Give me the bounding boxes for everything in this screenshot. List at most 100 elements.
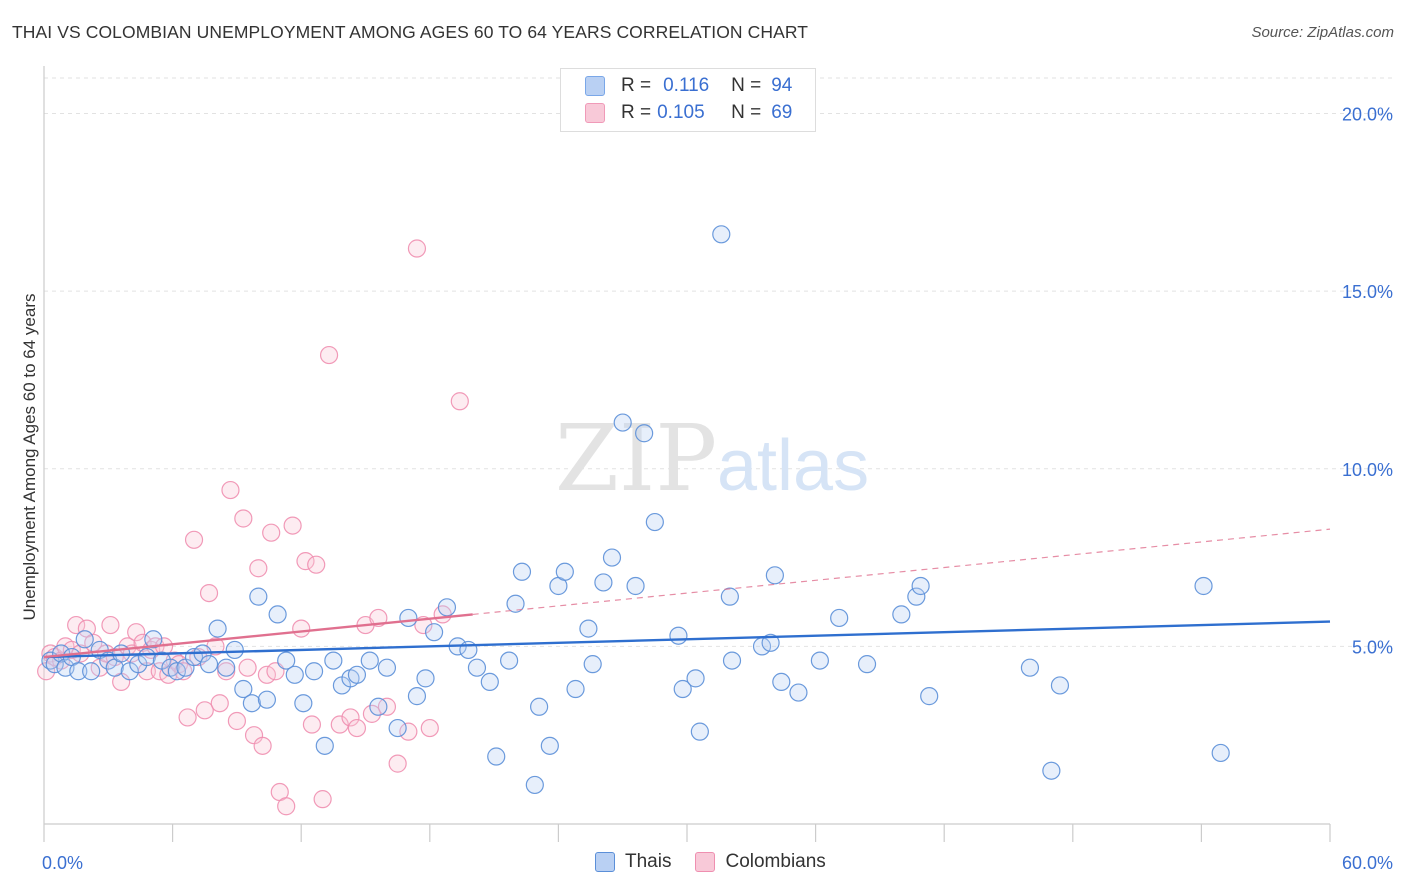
thais-swatch xyxy=(585,76,605,96)
trend-lines xyxy=(43,528,1331,659)
data-point xyxy=(645,512,664,532)
data-point xyxy=(1020,658,1040,677)
data-point xyxy=(892,605,911,624)
data-point xyxy=(257,690,277,709)
bottom-legend: Thais Colombians xyxy=(595,851,840,873)
data-point xyxy=(195,701,214,720)
chart-title: THAI VS COLOMBIAN UNEMPLOYMENT AMONG AGE… xyxy=(12,22,809,42)
data-point xyxy=(613,413,632,432)
data-point xyxy=(467,658,487,677)
legend-label-thais: Thais xyxy=(625,851,672,872)
data-point xyxy=(253,736,272,755)
watermark-atlas: atlas xyxy=(717,426,869,506)
n-label: N = xyxy=(731,75,762,96)
data-point xyxy=(583,655,602,674)
data-point xyxy=(512,562,532,581)
source-label: Source: ZipAtlas.com xyxy=(1251,24,1394,41)
watermark-zip: ZIP xyxy=(555,405,717,512)
data-point xyxy=(594,573,613,592)
legend-item-thais[interactable]: Thais xyxy=(595,851,671,873)
data-point xyxy=(249,587,268,606)
series-thais xyxy=(41,225,1230,795)
data-point xyxy=(437,598,457,617)
data-point xyxy=(242,694,262,713)
data-point xyxy=(1194,576,1213,596)
colombians-swatch xyxy=(585,103,605,123)
data-point xyxy=(480,672,499,692)
data-point xyxy=(221,480,240,500)
stats-row-colombians: R = 0.105 N = 69 xyxy=(585,100,793,126)
data-point xyxy=(82,662,101,681)
stats-row-thais: R = 0.116 N = 94 xyxy=(585,73,793,99)
data-point xyxy=(579,619,598,638)
data-point xyxy=(285,665,304,684)
data-point xyxy=(238,658,257,677)
r-value: 0.116 xyxy=(663,75,710,96)
data-point xyxy=(506,594,525,613)
data-point xyxy=(210,694,229,713)
data-point xyxy=(330,715,349,734)
legend-item-colombians[interactable]: Colombians xyxy=(695,851,826,873)
data-point xyxy=(907,587,926,606)
data-point xyxy=(266,662,285,681)
data-point xyxy=(399,722,418,741)
data-point xyxy=(313,790,332,809)
n-value: 94 xyxy=(771,75,793,96)
y-tick-label: 20.0% xyxy=(1342,105,1393,125)
data-point xyxy=(673,679,692,699)
data-point xyxy=(360,651,379,670)
data-point xyxy=(369,697,388,716)
trend-line-colombians-extension xyxy=(472,528,1331,616)
data-point xyxy=(635,424,654,443)
data-point xyxy=(319,345,339,365)
data-point xyxy=(234,679,253,699)
data-point xyxy=(199,655,219,674)
data-point xyxy=(720,587,739,606)
watermark: ZIP atlas xyxy=(555,405,869,512)
data-point xyxy=(277,651,296,670)
data-point xyxy=(1211,743,1230,763)
data-point xyxy=(420,718,439,738)
data-point xyxy=(127,623,146,642)
data-point xyxy=(388,718,407,738)
trend-line-thais xyxy=(43,620,1331,659)
data-point xyxy=(407,687,427,706)
data-point xyxy=(388,754,407,773)
data-point xyxy=(227,711,246,731)
data-point xyxy=(669,626,688,645)
y-tick-label: 5.0% xyxy=(1352,637,1393,657)
data-point xyxy=(857,655,877,674)
data-point xyxy=(304,662,324,681)
data-point xyxy=(324,651,343,670)
data-point xyxy=(810,651,829,670)
data-point xyxy=(307,555,326,574)
data-point xyxy=(262,523,281,542)
data-point xyxy=(249,559,268,578)
data-point xyxy=(112,644,131,663)
data-point xyxy=(920,687,939,706)
data-point xyxy=(347,665,367,684)
data-point xyxy=(296,552,315,571)
data-point xyxy=(407,239,427,258)
n-value: 69 xyxy=(771,102,793,123)
x-tick-label: 0.0% xyxy=(42,853,83,873)
data-point xyxy=(283,516,302,535)
data-point xyxy=(416,669,435,688)
data-point xyxy=(199,583,219,603)
data-point xyxy=(69,662,88,681)
data-point xyxy=(144,630,163,649)
data-point xyxy=(424,623,444,642)
r-label: R = xyxy=(621,75,652,96)
data-point xyxy=(772,672,791,692)
data-point xyxy=(347,718,367,738)
data-point xyxy=(362,704,382,723)
trend-line-colombians xyxy=(43,613,473,659)
tick-labels: 5.0% 10.0% 15.0% 20.0% 0.0% 60.0% xyxy=(42,105,1393,873)
data-point xyxy=(530,697,549,716)
data-point xyxy=(217,658,236,677)
data-point xyxy=(234,509,253,528)
data-point xyxy=(789,683,808,702)
data-point xyxy=(690,722,709,741)
data-point xyxy=(555,562,574,581)
